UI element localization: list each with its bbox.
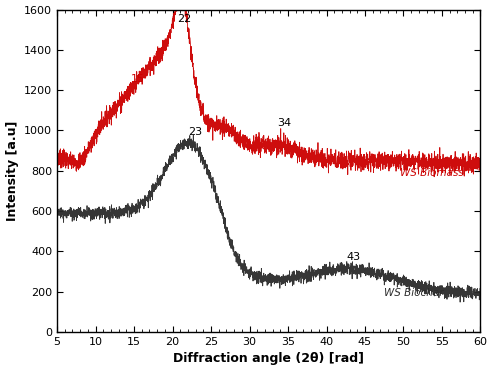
Text: 15: 15: [131, 74, 145, 84]
Text: 22: 22: [177, 14, 191, 24]
Text: WS Biochar: WS Biochar: [384, 288, 444, 298]
X-axis label: Diffraction angle (2θ) [rad]: Diffraction angle (2θ) [rad]: [173, 352, 364, 365]
Text: 23: 23: [189, 127, 203, 137]
Y-axis label: Intensity [a.u]: Intensity [a.u]: [5, 121, 19, 221]
Text: 34: 34: [277, 118, 291, 128]
Text: 43: 43: [347, 253, 360, 263]
Text: WS Biomass: WS Biomass: [400, 168, 463, 178]
